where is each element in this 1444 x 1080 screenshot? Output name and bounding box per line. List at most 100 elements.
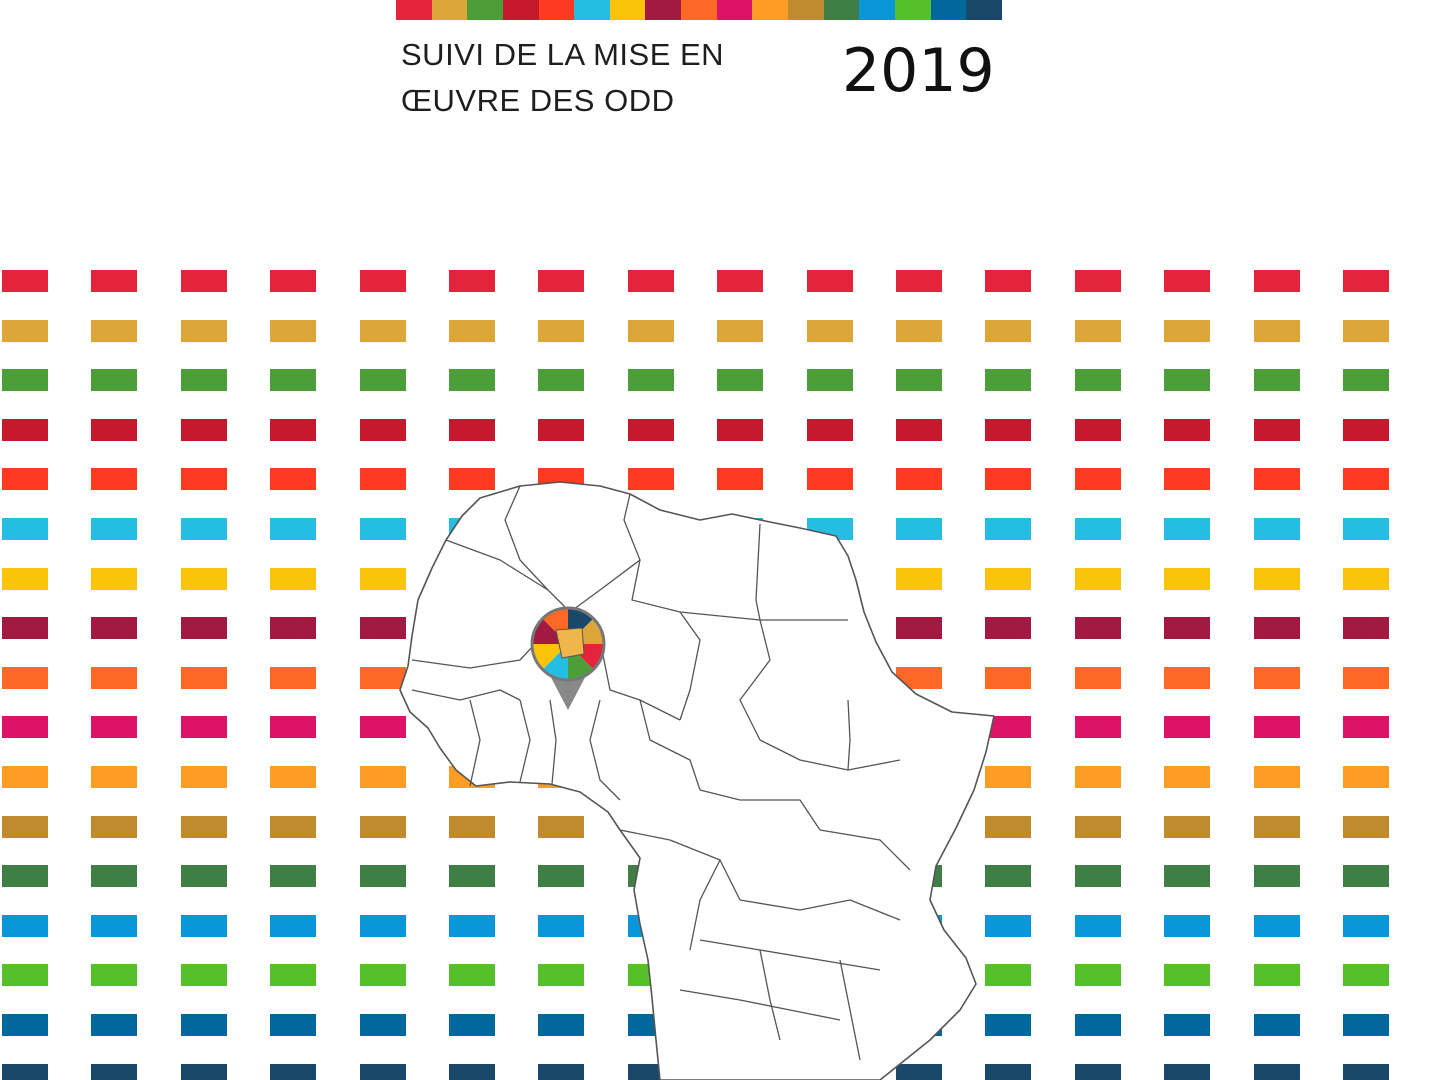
- sdg-bar: [717, 319, 764, 342]
- sdg-bar: [1253, 716, 1300, 739]
- sdg-bar: [449, 914, 495, 937]
- sdg-bar: [1343, 468, 1389, 491]
- header-title: SUIVI DE LA MISE EN ŒUVRE DES ODD: [401, 32, 821, 124]
- sdg-bar: [1343, 1063, 1389, 1080]
- sdg-bar: [359, 766, 406, 788]
- sdg-bar: [2, 369, 48, 392]
- sdg-bar: [180, 617, 227, 640]
- sdg-bar: [91, 1063, 138, 1080]
- strip-segment: [681, 0, 717, 20]
- sdg-bar: [1074, 1014, 1121, 1036]
- sdg-bar: [985, 815, 1032, 838]
- sdg-bar: [91, 369, 138, 392]
- sdg-bar: [1164, 468, 1211, 491]
- sdg-bar: [1343, 666, 1389, 689]
- sdg-bar: [180, 270, 227, 292]
- sdg-bar: [270, 319, 317, 342]
- sdg-bar: [2, 518, 48, 540]
- strip-segment: [752, 0, 789, 20]
- sdg-bar: [91, 865, 138, 888]
- sdg-bar: [627, 468, 674, 491]
- sdg-bar: [2, 766, 48, 788]
- sdg-bar: [1343, 369, 1389, 392]
- sdg-bar: [1253, 567, 1300, 590]
- sdg-bar: [985, 567, 1032, 590]
- sdg-bar: [270, 964, 317, 987]
- sdg-bar: [180, 964, 227, 987]
- sdg-bar: [91, 1014, 138, 1036]
- sdg-bar: [2, 617, 48, 640]
- strip-segment: [859, 0, 895, 20]
- sdg-bar: [1164, 617, 1211, 640]
- sdg-bar: [91, 518, 138, 540]
- sdg-bar: [270, 270, 317, 292]
- sdg-bar: [538, 1014, 585, 1036]
- sdg-bar: [449, 369, 495, 392]
- sdg-bar: [1343, 518, 1389, 540]
- sdg-bar: [1253, 270, 1300, 292]
- sdg-bar: [91, 914, 138, 937]
- strip-segment: [574, 0, 610, 20]
- header-title-line-1: SUIVI DE LA MISE EN: [401, 37, 725, 72]
- sdg-bar: [1253, 1063, 1300, 1080]
- sdg-bar: [359, 914, 406, 937]
- sdg-bar: [717, 418, 764, 441]
- sdg-bar: [359, 1014, 406, 1036]
- sdg-bar: [627, 319, 674, 342]
- sdg-bar: [717, 468, 764, 491]
- sdg-bar: [180, 766, 227, 788]
- sdg-bar: [180, 815, 227, 838]
- sdg-bar: [1164, 914, 1211, 937]
- sdg-bar: [985, 914, 1032, 937]
- header-title-line-2: ŒUVRE DES ODD: [401, 83, 675, 118]
- sdg-bar: [1074, 617, 1121, 640]
- sdg-bar: [896, 617, 942, 640]
- sdg-bar: [896, 319, 942, 342]
- sdg-bar: [1253, 815, 1300, 838]
- sdg-bar: [180, 865, 227, 888]
- sdg-bar: [1164, 815, 1211, 838]
- sdg-bar: [359, 567, 406, 590]
- sdg-bar: [449, 270, 495, 292]
- sdg-bar: [91, 567, 138, 590]
- strip-segment: [502, 0, 539, 20]
- strip-segment: [894, 0, 931, 20]
- sdg-bar: [1343, 865, 1389, 888]
- sdg-bar: [1164, 865, 1211, 888]
- sdg-bar: [1253, 1014, 1300, 1036]
- sdg-bar: [985, 270, 1032, 292]
- sdg-bar: [896, 468, 942, 491]
- sdg-bar: [449, 865, 495, 888]
- sdg-bar: [627, 369, 674, 392]
- sdg-bar: [627, 270, 674, 292]
- sdg-bar: [2, 1063, 48, 1080]
- sdg-bar: [538, 865, 585, 888]
- sdg-bar: [1074, 468, 1121, 491]
- sdg-bar: [1253, 418, 1300, 441]
- strip-segment: [966, 0, 1002, 20]
- sdg-bar: [717, 369, 764, 392]
- location-pin: [530, 606, 606, 710]
- sdg-bar: [1074, 518, 1121, 540]
- sdg-bar: [2, 666, 48, 689]
- sdg-bar: [2, 567, 48, 590]
- sdg-bar: [2, 270, 48, 292]
- sdg-bar: [538, 369, 585, 392]
- sdg-bar: [180, 468, 227, 491]
- sdg-bar: [985, 369, 1032, 392]
- sdg-bar: [985, 418, 1032, 441]
- strip-segment: [467, 0, 503, 20]
- sdg-bar: [1253, 914, 1300, 937]
- sdg-bar: [1343, 1014, 1389, 1036]
- sdg-bar: [91, 617, 138, 640]
- sdg-bar: [1074, 716, 1121, 739]
- sdg-bar: [359, 666, 406, 689]
- sdg-bar: [449, 418, 495, 441]
- sdg-bar: [359, 964, 406, 987]
- sdg-bar: [896, 666, 942, 689]
- sdg-bar: [1164, 964, 1211, 987]
- sdg-bar: [1074, 914, 1121, 937]
- sdg-bar: [1253, 766, 1300, 788]
- sdg-bar: [538, 964, 585, 987]
